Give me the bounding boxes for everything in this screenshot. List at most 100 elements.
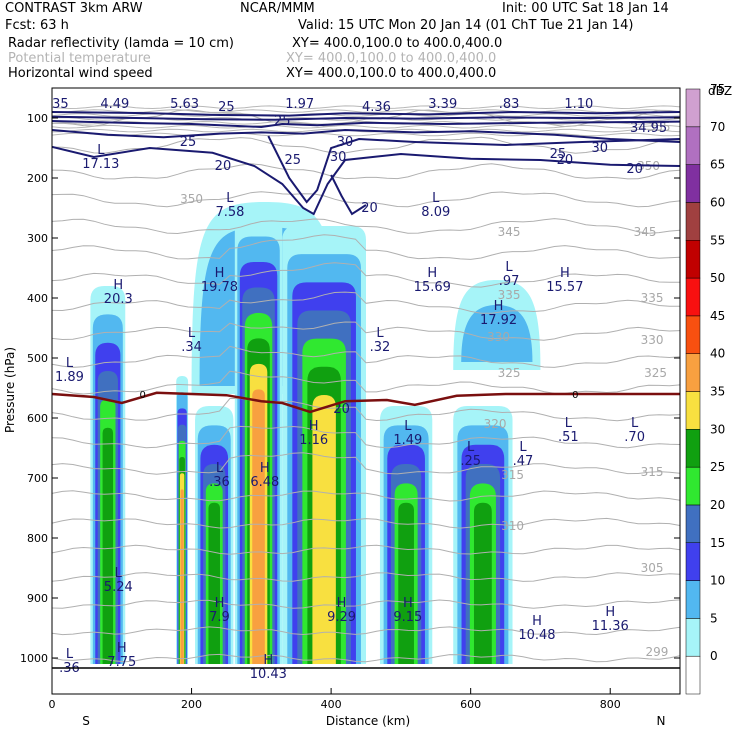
y-tick-label: 900 xyxy=(27,592,48,605)
reflectivity-layer xyxy=(180,489,184,664)
theta-contour xyxy=(52,109,680,113)
wind-contour xyxy=(267,135,680,204)
colorbar-label: 0 xyxy=(710,649,718,663)
forecast-hour: Fcst: 63 h xyxy=(5,18,69,33)
top-row-label: .83 xyxy=(499,97,520,112)
colorbar-swatch xyxy=(685,655,701,695)
field-reflectivity-xy: XY= 400.0,100.0 to 400.0,400.0 xyxy=(292,36,503,51)
extremum-value: 7.58 xyxy=(215,205,244,220)
freezing-level-label: 0 xyxy=(572,390,578,401)
valid-time: Valid: 15 UTC Mon 20 Jan 14 (01 ChT Tue … xyxy=(298,18,634,33)
y-tick-label: 300 xyxy=(27,232,48,245)
colorbar-label: 65 xyxy=(710,158,725,172)
extremum-value: 10.48 xyxy=(518,628,555,643)
theta-contour xyxy=(52,599,680,609)
theta-contour-label: 310 xyxy=(501,519,524,533)
theta-contour-label: 315 xyxy=(641,465,664,479)
colorbar-swatch xyxy=(685,466,701,506)
theta-contour-label: 345 xyxy=(498,225,521,239)
colorbar-label: 75 xyxy=(710,82,725,96)
top-row-label: 4.49 xyxy=(100,97,129,112)
wind-contour-label: 25 xyxy=(180,135,197,150)
field-wind: Horizontal wind speed xyxy=(8,66,153,81)
colorbar-label: 55 xyxy=(710,233,725,247)
field-reflectivity: Radar reflectivity (lamda = 10 cm) xyxy=(8,36,234,51)
colorbar-label: 20 xyxy=(710,498,725,512)
field-wind-xy: XY= 400.0,100.0 to 400.0,400.0 xyxy=(286,66,497,81)
colorbar-swatch xyxy=(685,429,701,468)
colorbar-label: 35 xyxy=(710,385,725,399)
top-row-label: 35 xyxy=(52,97,69,112)
extremum-value: .97 xyxy=(499,274,520,289)
y-tick-label: 500 xyxy=(27,352,48,365)
colorbar-swatch xyxy=(685,277,701,317)
theta-contour xyxy=(52,544,680,555)
extremum-value: .25 xyxy=(460,454,481,469)
extremum-type: H xyxy=(260,461,270,476)
wind-contour xyxy=(330,174,367,216)
top-row-label: 1.10 xyxy=(564,97,593,112)
theta-contour xyxy=(52,132,680,137)
reflectivity-layer xyxy=(252,389,265,664)
colorbar-swatch xyxy=(685,126,701,165)
extremum-type: H xyxy=(113,278,123,293)
extremum-value: 1.49 xyxy=(393,433,422,448)
theta-contour-label: 305 xyxy=(641,561,664,575)
extremum-type: L xyxy=(188,326,196,341)
extremum-value: 7.9 xyxy=(209,610,230,625)
theta-contour xyxy=(52,370,680,395)
extremum-value: .70 xyxy=(624,430,645,445)
x-end-label-south: S xyxy=(82,714,90,728)
wind-contour-label: 25 xyxy=(550,147,567,162)
wind-contour-label: 30 xyxy=(330,150,347,165)
extremum-type: L xyxy=(631,416,639,431)
extremum-type: H xyxy=(337,596,347,611)
colorbar-swatch xyxy=(685,353,701,392)
x-tick-label: 800 xyxy=(600,698,621,711)
theta-contour xyxy=(52,291,680,314)
theta-contour-label: 325 xyxy=(644,366,667,380)
x-end-label-north: N xyxy=(657,714,666,728)
theta-contour xyxy=(52,398,680,422)
theta-contour-label: 299 xyxy=(646,645,669,659)
extremum-value: 6.48 xyxy=(250,475,279,490)
wind-contour-label: 30 xyxy=(337,135,354,150)
theta-contour xyxy=(52,626,680,636)
theta-contour-label: 355 xyxy=(648,120,671,134)
extremum-value: 20.3 xyxy=(104,292,133,307)
reflectivity-layer xyxy=(208,502,220,664)
extremum-type: L xyxy=(432,191,440,206)
colorbar-swatch xyxy=(685,542,701,581)
theta-contour-label: 315 xyxy=(501,468,524,482)
reflectivity-layer xyxy=(102,427,114,664)
extremum-type: L xyxy=(97,143,105,158)
top-row-label: 4.36 xyxy=(362,100,391,115)
reflectivity-layer xyxy=(398,502,414,664)
theta-contour xyxy=(52,124,680,129)
extremum-value: 17.92 xyxy=(480,313,517,328)
colorbar-swatch xyxy=(685,164,701,203)
theta-contour-label: 345 xyxy=(634,225,657,239)
wind-contour-label: 20 xyxy=(333,402,350,417)
extremum-value: 9.15 xyxy=(393,610,422,625)
wind-contour-label: 20 xyxy=(626,162,643,177)
extremum-value: 9.29 xyxy=(327,610,356,625)
y-tick-label: 400 xyxy=(27,292,48,305)
top-row-label: 1.97 xyxy=(285,97,314,112)
colorbar-label: 10 xyxy=(710,574,725,588)
theta-contour-label: 330 xyxy=(487,330,510,344)
wind-contour-label: 20 xyxy=(361,201,378,216)
theta-contour-label: 320 xyxy=(484,417,507,431)
theta-contour xyxy=(52,490,680,502)
extremum-type: H xyxy=(263,653,273,668)
colorbar-swatch xyxy=(685,504,701,543)
colorbar-swatch xyxy=(685,618,701,657)
extremum-type: H xyxy=(427,266,437,281)
extremum-type: L xyxy=(226,191,234,206)
model-title: CONTRAST 3km ARW xyxy=(5,1,143,16)
extremum-value: 10.43 xyxy=(250,667,287,682)
top-row-label: 3.39 xyxy=(428,97,457,112)
colorbar-label: 50 xyxy=(710,271,725,285)
extremum-value: 1.16 xyxy=(299,433,328,448)
top-row-label: 5.63 xyxy=(170,97,199,112)
